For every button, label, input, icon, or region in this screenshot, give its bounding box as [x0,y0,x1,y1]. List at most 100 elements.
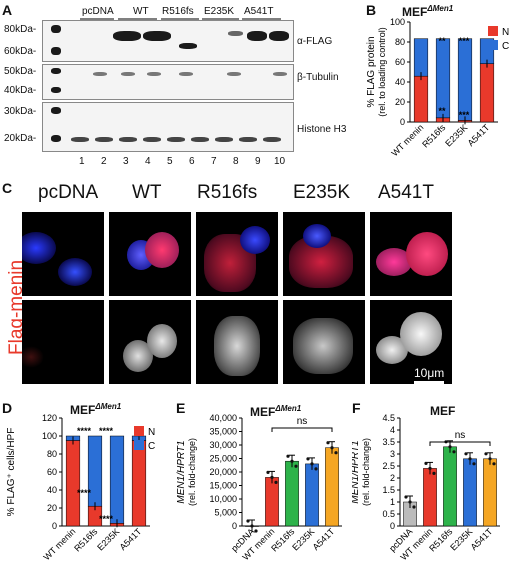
bar-n [413,75,429,123]
band-h3-2 [95,137,113,142]
blot-label-flag: α-FLAG [297,36,333,47]
significance-mark: **** [77,426,92,436]
x-tick-label: R516fs [72,526,100,554]
col-pcdna: pcDNA [38,182,99,203]
col-a541t: A541T [378,182,434,203]
img-wt-merge [109,212,191,296]
y-axis-label-2: (rel. to loading control) [377,27,387,117]
panel-b-title-text: MEF [402,5,428,19]
y-tick-label: 40 [47,485,57,495]
lane-10: 10 [274,156,286,167]
blot-flag [42,20,294,62]
y-axis-label-2: (rel. fold-change) [187,438,197,506]
ladder-band [51,68,61,74]
bar-c [413,38,429,77]
significance-mark: ** [438,36,446,46]
lane-2: 2 [101,156,107,167]
x-tick-label: R516fs [420,122,448,150]
img-pcdna-merge [22,212,104,296]
y-tick-label: 20,000 [209,467,237,477]
mw-60: 60kDa- [4,46,37,57]
blot-label-h3: Histone H3 [297,124,347,135]
blot-label-tubulin: β-Tubulin [297,72,339,83]
band-wt-1 [113,31,141,41]
cytoplasm [293,318,353,374]
panel-a-label: A [2,2,13,18]
bar-n [479,63,495,123]
y-tick-label: 100 [42,431,57,441]
panel-c-label: C [2,180,13,196]
panel-b-label: B [366,2,377,18]
ns-bracket [271,427,333,432]
panel-d-title: MEFΔMen1 [70,402,121,417]
panel-f-label: F [352,400,361,416]
legend-swatch [488,26,498,36]
band-e235k [228,31,243,36]
y-tick-label: 30,000 [209,440,237,450]
y-tick-label: 5,000 [214,508,237,518]
group-underlines [80,18,281,20]
nucleus [147,324,177,358]
group-r516fs: R516fs [162,6,194,17]
panel-e-axes: 0 5,000 10,000 15,000 20,000 25,000 30,000 35,0… [176,413,342,562]
y-tick-label: 40 [395,77,405,87]
y-tick-label: 1.5 [382,485,395,495]
background-signal [22,346,44,368]
panel-b-axes: 0 20 40 60 80 100 % FLAG protein (rel. to loadi… [366,17,509,158]
panel-d-axes: 0 20 40 60 80 100 120 % FLAG⁺ cells/HPF WT menin… [6,413,155,562]
legend-label: N [148,427,155,438]
legend-swatch [488,40,498,50]
y-tick-label: 1 [390,497,395,507]
y-tick-label: 20 [395,97,405,107]
y-tick-label: 15,000 [209,481,237,491]
lane-4: 4 [145,156,151,167]
legend-label: C [148,441,155,452]
data-point [428,466,432,470]
panel-e-label: E [176,400,186,416]
y-tick-label: 60 [47,467,57,477]
y-tick-label: 0 [232,521,237,531]
y-tick-label: 80 [47,449,57,459]
blot-h3 [42,102,294,152]
data-point [310,462,314,466]
bar [285,460,299,527]
y-tick-label: 10,000 [209,494,237,504]
col-r516fs: R516fs [197,182,258,203]
band-h3-8 [239,137,257,142]
cytoplasm [214,316,260,376]
legend-label: N [502,27,509,38]
band-a541t-1 [247,31,267,41]
img-e235k-merge [283,212,365,296]
data-point [246,519,250,523]
data-point [404,495,408,499]
img-r516fs-merge [196,212,278,296]
significance-mark: *** [459,110,470,120]
data-point [290,459,294,463]
nucleus [22,232,56,264]
y-axis-label: % FLAG⁺ cells/HPF [6,428,17,517]
data-point [424,461,428,465]
ladder-band [51,87,61,93]
y-tick-label: 0 [390,521,395,531]
nucleus [240,226,270,254]
scale-bar-label: 10μm [414,366,445,380]
data-point [472,462,476,466]
group-e235k: E235K [204,6,235,17]
data-point [408,500,412,504]
data-point [274,480,278,484]
mw-80: 80kDa- [4,24,37,35]
x-tick-label: A541T [466,122,492,148]
blot-tubulin [42,64,294,100]
y-tick-label: 0 [52,521,57,531]
x-tick-label: E235K [448,526,474,552]
data-point [286,454,290,458]
y-axis-label: % FLAG protein [366,36,377,107]
bar [423,468,437,527]
group-pcdna: pcDNA [82,6,114,17]
band-h3-5 [167,137,185,142]
x-tick-label: A541T [469,526,495,552]
lane-1: 1 [79,156,85,167]
y-tick-label: 2.5 [382,461,395,471]
data-point [294,464,298,468]
group-wt: WT [133,6,149,17]
